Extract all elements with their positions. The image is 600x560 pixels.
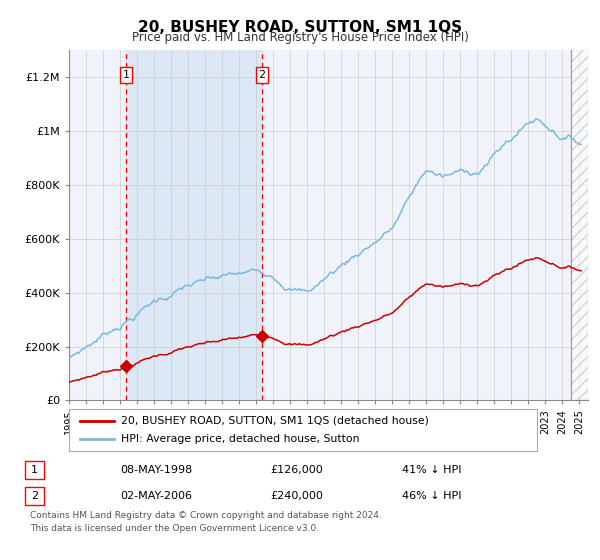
Text: 08-MAY-1998: 08-MAY-1998: [120, 465, 192, 475]
Text: 20, BUSHEY ROAD, SUTTON, SM1 1QS (detached house): 20, BUSHEY ROAD, SUTTON, SM1 1QS (detach…: [121, 416, 429, 426]
Text: 02-MAY-2006: 02-MAY-2006: [120, 491, 192, 501]
Text: 2: 2: [31, 491, 38, 501]
Text: HPI: Average price, detached house, Sutton: HPI: Average price, detached house, Sutt…: [121, 434, 360, 444]
Text: Price paid vs. HM Land Registry's House Price Index (HPI): Price paid vs. HM Land Registry's House …: [131, 31, 469, 44]
Text: 20, BUSHEY ROAD, SUTTON, SM1 1QS: 20, BUSHEY ROAD, SUTTON, SM1 1QS: [138, 20, 462, 35]
Text: 1: 1: [31, 465, 38, 475]
Bar: [126, 50, 262, 400]
Text: £126,000: £126,000: [270, 465, 323, 475]
Text: £240,000: £240,000: [270, 491, 323, 501]
Text: 46% ↓ HPI: 46% ↓ HPI: [402, 491, 461, 501]
Text: 1: 1: [122, 70, 130, 80]
Bar: [571, 50, 588, 400]
Text: 41% ↓ HPI: 41% ↓ HPI: [402, 465, 461, 475]
Text: 2: 2: [259, 70, 266, 80]
Text: Contains HM Land Registry data © Crown copyright and database right 2024.
This d: Contains HM Land Registry data © Crown c…: [30, 511, 382, 533]
